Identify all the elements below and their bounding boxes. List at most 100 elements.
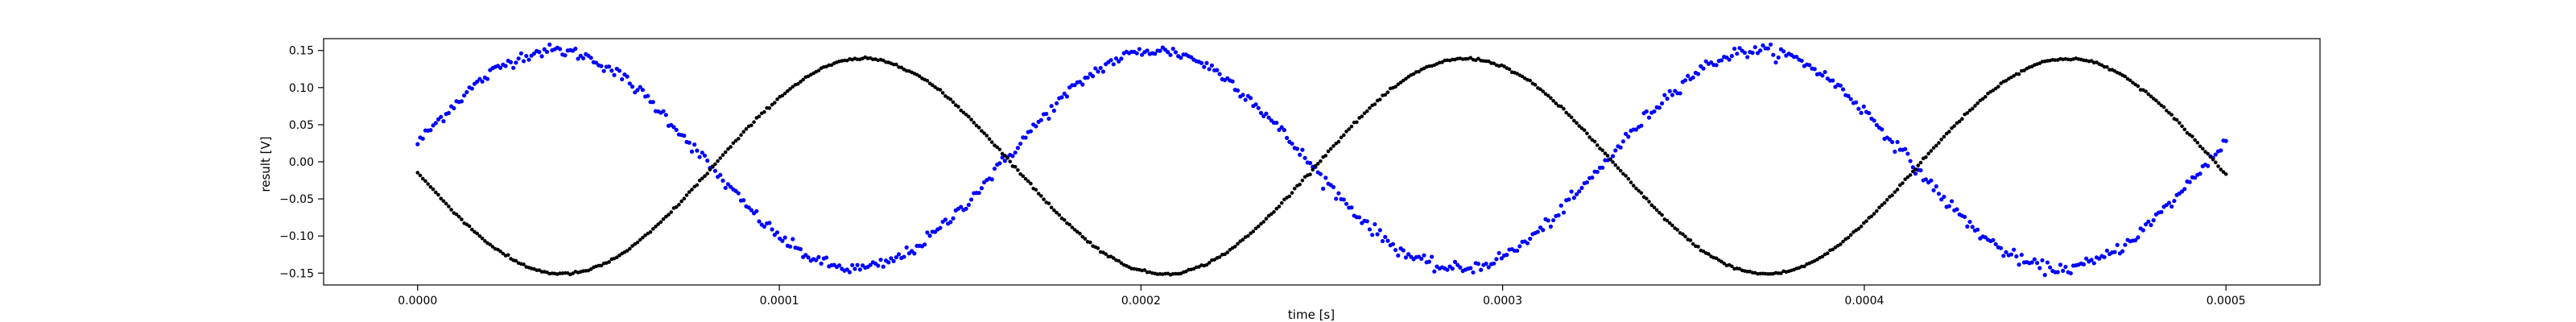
data-point — [997, 161, 1002, 166]
data-point — [1520, 74, 1525, 79]
data-point — [881, 264, 886, 269]
data-point — [1595, 143, 1600, 147]
data-point — [1323, 175, 1328, 180]
data-point — [1975, 227, 1980, 232]
data-point — [1719, 259, 1724, 264]
data-point — [700, 176, 704, 180]
data-point — [635, 240, 640, 245]
data-point — [959, 108, 963, 113]
data-point — [806, 255, 811, 260]
data-point — [1569, 115, 1574, 120]
data-point — [2195, 140, 2200, 145]
data-point — [712, 168, 717, 173]
data-point — [1038, 118, 1043, 122]
data-point — [617, 68, 622, 73]
data-point — [1336, 191, 1341, 196]
data-point — [1931, 146, 1936, 151]
data-point — [1170, 271, 1175, 276]
data-point — [1360, 114, 1364, 118]
data-point — [1911, 169, 1915, 174]
data-point — [710, 164, 715, 169]
data-point — [1859, 225, 1864, 229]
data-point — [467, 224, 472, 229]
data-point — [664, 214, 668, 219]
data-point — [787, 244, 793, 249]
data-point — [1613, 163, 1618, 167]
data-point — [1119, 56, 1124, 61]
data-point — [1839, 242, 1843, 246]
data-point — [1923, 177, 1928, 182]
data-point — [1385, 90, 1390, 94]
data-point — [2012, 247, 2017, 252]
data-point — [1558, 104, 1563, 109]
data-point — [1499, 256, 1504, 261]
y-tick-label: −0.05 — [279, 193, 314, 206]
data-point — [420, 136, 425, 141]
x-tick-label: 0.0003 — [1483, 295, 1522, 308]
data-point — [2161, 105, 2166, 109]
data-point — [1308, 172, 1312, 176]
data-point — [2208, 155, 2213, 159]
data-point — [1217, 255, 1222, 259]
data-point — [1468, 56, 1473, 60]
data-point — [1965, 224, 1970, 229]
data-point — [661, 217, 666, 221]
data-point — [1411, 72, 1416, 76]
data-point — [1070, 225, 1075, 229]
data-point — [1652, 205, 1657, 209]
data-point — [2154, 98, 2158, 103]
data-point — [1496, 250, 1501, 255]
data-point — [1916, 163, 1921, 167]
data-point — [1525, 241, 1530, 246]
data-point — [1846, 235, 1851, 240]
data-point — [1618, 168, 1623, 173]
data-point — [731, 141, 736, 146]
data-point — [1605, 154, 1610, 158]
data-point — [2211, 157, 2215, 162]
data-point — [966, 202, 971, 208]
data-point — [2190, 134, 2194, 138]
data-point — [1682, 78, 1688, 83]
data-point — [1235, 88, 1241, 93]
data-point — [1872, 212, 1876, 216]
data-point — [1134, 51, 1139, 56]
data-point — [2095, 60, 2099, 64]
data-point — [964, 206, 968, 211]
data-point — [2097, 256, 2102, 261]
data-point — [770, 102, 774, 107]
data-point — [1709, 60, 1714, 65]
data-point — [612, 72, 617, 77]
data-point — [462, 93, 467, 98]
data-point — [1113, 56, 1119, 61]
y-axis-label: result [V] — [258, 136, 273, 192]
data-point — [2159, 209, 2164, 214]
data-point — [1318, 171, 1323, 176]
data-point — [791, 237, 795, 242]
data-point — [886, 260, 891, 265]
data-point — [1368, 105, 1372, 110]
data-point — [498, 65, 503, 70]
data-point — [725, 182, 731, 187]
data-point — [733, 138, 738, 143]
data-point — [1852, 230, 1856, 234]
data-point — [1336, 139, 1341, 144]
data-point — [881, 58, 886, 63]
data-point — [1541, 228, 1546, 233]
data-point — [1758, 271, 1763, 276]
data-point — [2014, 254, 2019, 259]
data-point — [1949, 199, 1955, 204]
data-point — [847, 270, 852, 275]
data-point — [1872, 118, 1876, 123]
data-point — [658, 220, 663, 225]
data-point — [857, 267, 862, 272]
data-point — [537, 50, 542, 55]
data-point — [1274, 206, 1279, 211]
data-point — [2037, 266, 2042, 270]
data-point — [1383, 234, 1388, 239]
data-point — [415, 142, 420, 147]
data-point — [1168, 52, 1173, 57]
data-point — [1931, 188, 1936, 193]
data-point — [1028, 129, 1034, 134]
data-point — [705, 171, 710, 175]
data-point — [1077, 80, 1083, 85]
